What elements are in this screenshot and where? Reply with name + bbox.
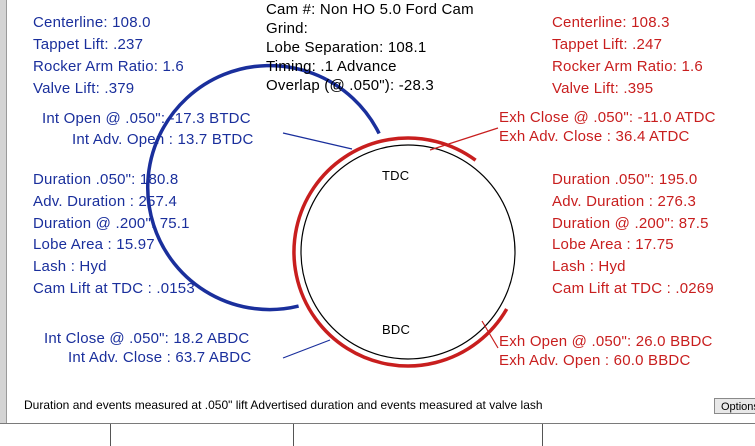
exh-adv-close: Exh Adv. Close : 36.4 ATDC	[499, 128, 690, 145]
exh-duration-200: Duration @ .200": 87.5	[552, 215, 709, 232]
int-valve-lift: Valve Lift: .379	[33, 80, 135, 97]
int-open-leader	[282, 132, 353, 150]
base-circle	[300, 144, 516, 360]
bdc-label: BDC	[382, 322, 411, 337]
int-open-050: Int Open @ .050": -17.3 BTDC	[42, 110, 251, 127]
int-centerline: Centerline: 108.0	[33, 14, 151, 31]
tdc-label: TDC	[382, 168, 410, 183]
int-adv-duration: Adv. Duration : 257.4	[33, 193, 178, 210]
measurement-note: Duration and events measured at .050" li…	[24, 398, 543, 412]
exh-adv-open: Exh Adv. Open : 60.0 BBDC	[499, 352, 691, 369]
intake-duration-arc	[145, 63, 381, 312]
graph-gridline	[110, 424, 111, 446]
int-cam-lift-tdc: Cam Lift at TDC : .0153	[33, 280, 195, 297]
overlap: Overlap (@ .050"): -28.3	[266, 77, 434, 94]
window-left-frame	[0, 0, 7, 445]
exh-valve-lift: Valve Lift: .395	[552, 80, 654, 97]
grind-label: Grind:	[266, 20, 309, 37]
int-close-leader	[282, 339, 331, 359]
exh-cam-lift-tdc: Cam Lift at TDC : .0269	[552, 280, 714, 297]
timing-advance: Timing: .1 Advance	[266, 58, 397, 75]
int-adv-close: Int Adv. Close : 63.7 ABDC	[68, 349, 252, 366]
options-button[interactable]: Options	[714, 398, 755, 414]
exh-close-050: Exh Close @ .050": -11.0 ATDC	[499, 109, 716, 126]
exh-lobe-area: Lobe Area : 17.75	[552, 236, 674, 253]
graph-gridline	[542, 424, 543, 446]
exh-close-leader	[429, 127, 499, 151]
exh-centerline: Centerline: 108.3	[552, 14, 670, 31]
exh-rocker-ratio: Rocker Arm Ratio: 1.6	[552, 58, 703, 75]
int-lobe-area: Lobe Area : 15.97	[33, 236, 155, 253]
exh-lash: Lash : Hyd	[552, 258, 626, 275]
int-adv-open: Int Adv. Open : 13.7 BTDC	[72, 131, 254, 148]
exh-open-050: Exh Open @ .050": 26.0 BBDC	[499, 333, 713, 350]
int-duration-050: Duration .050": 180.8	[33, 171, 179, 188]
exh-open-leader	[481, 320, 499, 349]
cam-number: Cam #: Non HO 5.0 Ford Cam	[266, 1, 474, 18]
underlying-graph-strip	[0, 423, 755, 446]
int-rocker-ratio: Rocker Arm Ratio: 1.6	[33, 58, 184, 75]
int-tappet-lift: Tappet Lift: .237	[33, 36, 144, 53]
lobe-separation: Lobe Separation: 108.1	[266, 39, 427, 56]
int-duration-200: Duration @ .200": 75.1	[33, 215, 190, 232]
int-lash: Lash : Hyd	[33, 258, 107, 275]
int-close-050: Int Close @ .050": 18.2 ABDC	[44, 330, 250, 347]
exh-tappet-lift: Tappet Lift: .247	[552, 36, 663, 53]
exh-duration-050: Duration .050": 195.0	[552, 171, 698, 188]
exh-adv-duration: Adv. Duration : 276.3	[552, 193, 697, 210]
exhaust-duration-arc	[292, 136, 509, 368]
graph-gridline	[293, 424, 294, 446]
